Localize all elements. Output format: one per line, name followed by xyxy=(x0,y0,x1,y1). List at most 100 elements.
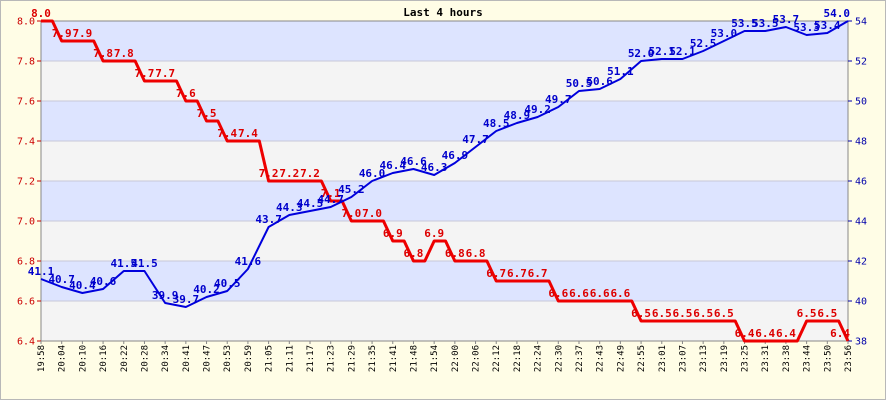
x-tick-label: 21:05 xyxy=(265,345,275,372)
left-point-label: 6.5 xyxy=(714,307,734,320)
left-point-label: 7.5 xyxy=(197,107,217,120)
chart-title: Last 4 hours xyxy=(403,6,482,19)
right-point-label: 53.0 xyxy=(711,27,738,40)
left-tick-label: 6.4 xyxy=(17,337,35,348)
left-point-label: 7.9 xyxy=(72,27,92,40)
x-tick-label: 20:59 xyxy=(244,345,254,372)
x-tick-label: 21:35 xyxy=(368,345,378,372)
left-point-label: 6.4 xyxy=(755,327,775,340)
right-tick-label: 38 xyxy=(855,337,867,348)
background-bands xyxy=(41,21,848,341)
left-tick-label: 6.6 xyxy=(17,297,35,308)
left-tick-label: 7.2 xyxy=(17,177,35,188)
left-point-label: 6.5 xyxy=(652,307,672,320)
right-point-label: 52.1 xyxy=(649,45,676,58)
right-point-label: 50.5 xyxy=(566,77,593,90)
left-point-label: 6.5 xyxy=(693,307,713,320)
right-point-label: 53.4 xyxy=(814,19,841,32)
right-tick-label: 46 xyxy=(855,177,867,188)
left-point-label: 6.8 xyxy=(466,247,486,260)
right-point-label: 53.3 xyxy=(793,21,820,34)
left-point-label: 6.7 xyxy=(507,267,527,280)
x-tick-label: 20:28 xyxy=(140,345,150,372)
right-point-label: 51.1 xyxy=(607,65,634,78)
x-tick-label: 19:58 xyxy=(37,345,47,372)
x-tick-label: 20:41 xyxy=(182,345,192,372)
right-point-label: 44.3 xyxy=(276,201,303,214)
left-tick-label: 7.4 xyxy=(17,137,35,148)
right-point-label: 46.4 xyxy=(380,159,407,172)
left-tick-label: 7.6 xyxy=(17,97,35,108)
right-point-label: 39.9 xyxy=(152,289,179,302)
x-tick-label: 20:04 xyxy=(58,345,68,372)
right-tick-label: 50 xyxy=(855,97,867,108)
x-tick-label: 23:44 xyxy=(803,345,813,372)
right-tick-label: 52 xyxy=(855,57,867,68)
left-axis-ticks: 6.4 6.6 6.8 7.0 7.2 7.4 7.6 7.8 8.0 xyxy=(17,17,41,348)
right-point-label: 53.5 xyxy=(752,17,779,30)
left-point-label: 7.0 xyxy=(341,207,361,220)
right-point-label: 43.7 xyxy=(255,213,282,226)
x-tick-label: 23:50 xyxy=(823,345,833,372)
x-tick-label: 22:12 xyxy=(492,345,502,372)
left-point-label: 6.6 xyxy=(548,287,568,300)
left-point-label: 6.5 xyxy=(631,307,651,320)
background-band xyxy=(41,181,848,221)
left-point-label: 6.6 xyxy=(590,287,610,300)
x-tick-label: 23:25 xyxy=(741,345,751,372)
background-band xyxy=(41,261,848,301)
left-point-label: 7.1 xyxy=(321,187,341,200)
right-point-label: 40.5 xyxy=(214,277,241,290)
right-point-label: 49.2 xyxy=(524,103,551,116)
right-point-label: 48.9 xyxy=(504,109,531,122)
left-point-label: 7.4 xyxy=(238,127,258,140)
x-tick-label: 22:00 xyxy=(451,345,461,372)
right-point-label: 40.2 xyxy=(193,283,220,296)
x-tick-label: 20:47 xyxy=(203,345,213,372)
left-point-label: 7.9 xyxy=(52,27,72,40)
left-point-label: 7.4 xyxy=(217,127,237,140)
background-band xyxy=(41,21,848,61)
right-point-label: 41.1 xyxy=(28,265,55,278)
point-labels: 8.07.9 7.97.8 7.87.7 7.77.67.57.4 7.47.2 7.2 7… xyxy=(28,7,851,340)
right-tick-label: 44 xyxy=(855,217,867,228)
left-point-label: 6.6 xyxy=(569,287,589,300)
x-tick-label: 22:43 xyxy=(596,345,606,372)
background-band xyxy=(41,101,848,141)
left-point-label: 6.8 xyxy=(445,247,465,260)
x-tick-label: 21:23 xyxy=(327,345,337,372)
right-series-line xyxy=(40,20,849,308)
left-point-label: 6.4 xyxy=(776,327,796,340)
x-tick-label: 22:06 xyxy=(472,345,482,372)
x-tick-label: 22:55 xyxy=(637,345,647,372)
right-point-label: 39.7 xyxy=(173,293,200,306)
right-tick-label: 42 xyxy=(855,257,867,268)
left-point-label: 6.6 xyxy=(610,287,630,300)
left-tick-label: 8.0 xyxy=(17,17,35,28)
left-tick-label: 7.8 xyxy=(17,57,35,68)
right-point-label: 41.5 xyxy=(131,257,158,270)
left-point-label: 6.9 xyxy=(424,227,444,240)
left-point-label: 6.5 xyxy=(817,307,837,320)
right-point-label: 46.3 xyxy=(421,161,448,174)
left-point-label: 6.5 xyxy=(673,307,693,320)
left-point-label: 7.8 xyxy=(114,47,134,60)
right-tick-label: 54 xyxy=(855,17,867,28)
left-tick-label: 7.0 xyxy=(17,217,35,228)
right-point-label: 41.6 xyxy=(235,255,262,268)
left-point-label: 7.8 xyxy=(93,47,113,60)
x-tick-label: 20:16 xyxy=(99,345,109,372)
right-point-label: 53.5 xyxy=(731,17,758,30)
x-tick-label: 21:54 xyxy=(430,345,440,372)
left-point-label: 7.6 xyxy=(176,87,196,100)
x-tick-label: 21:41 xyxy=(389,345,399,372)
right-point-label: 46.6 xyxy=(400,155,427,168)
left-point-label: 6.4 xyxy=(735,327,755,340)
right-point-label: 50.6 xyxy=(586,75,613,88)
right-point-label: 46.0 xyxy=(359,167,386,180)
x-tick-label: 20:53 xyxy=(223,345,233,372)
x-tick-label: 20:10 xyxy=(78,345,88,372)
x-tick-label: 21:11 xyxy=(285,345,295,372)
x-tick-label: 20:22 xyxy=(120,345,130,372)
right-point-label: 48.5 xyxy=(483,117,510,130)
